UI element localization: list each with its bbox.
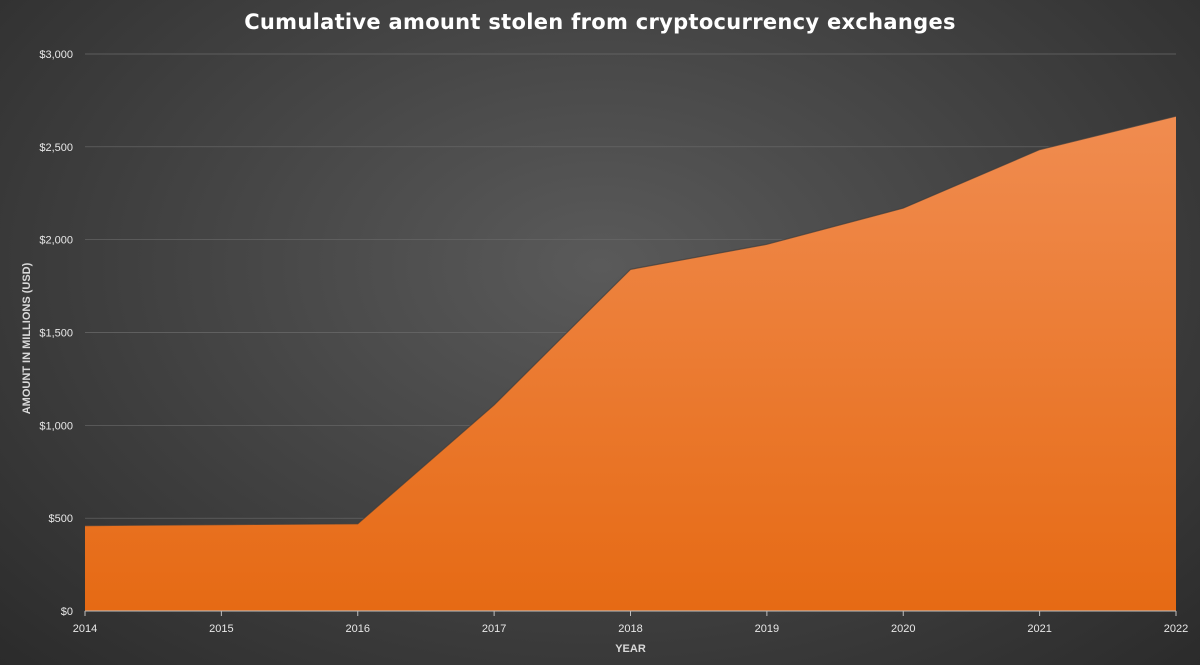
x-tick-label: 2019 bbox=[755, 623, 779, 635]
y-tick-label: $0 bbox=[61, 606, 73, 618]
area-fill bbox=[85, 116, 1176, 611]
y-tick-label: $500 bbox=[49, 513, 73, 525]
y-axis-title: AMOUNT IN MILLIONS (USD) bbox=[21, 262, 33, 414]
x-tick-label: 2017 bbox=[482, 623, 506, 635]
x-tick-label: 2018 bbox=[618, 623, 642, 635]
x-tick-label: 2016 bbox=[346, 623, 370, 635]
area-top-edge bbox=[84, 115, 1177, 527]
area-series bbox=[84, 115, 1177, 611]
x-tick-label: 2020 bbox=[891, 623, 915, 635]
y-tick-label: $1,000 bbox=[39, 420, 73, 432]
x-tick-label: 2014 bbox=[73, 623, 97, 635]
axes: $0 $500 $1,000 $1,500 $2,000 $2,500 $3,000 2014… bbox=[39, 49, 1188, 635]
x-axis-title: YEAR bbox=[615, 643, 646, 655]
x-tick-label: 2022 bbox=[1164, 623, 1188, 635]
chart-title: Cumulative amount stolen from cryptocurr… bbox=[244, 10, 956, 34]
x-tick-label: 2015 bbox=[209, 623, 233, 635]
y-tick-label: $2,000 bbox=[39, 235, 73, 247]
y-tick-label: $2,500 bbox=[39, 142, 73, 154]
x-tick-label: 2021 bbox=[1027, 623, 1051, 635]
y-tick-label: $1,500 bbox=[39, 328, 73, 340]
y-tick-label: $3,000 bbox=[39, 49, 73, 61]
